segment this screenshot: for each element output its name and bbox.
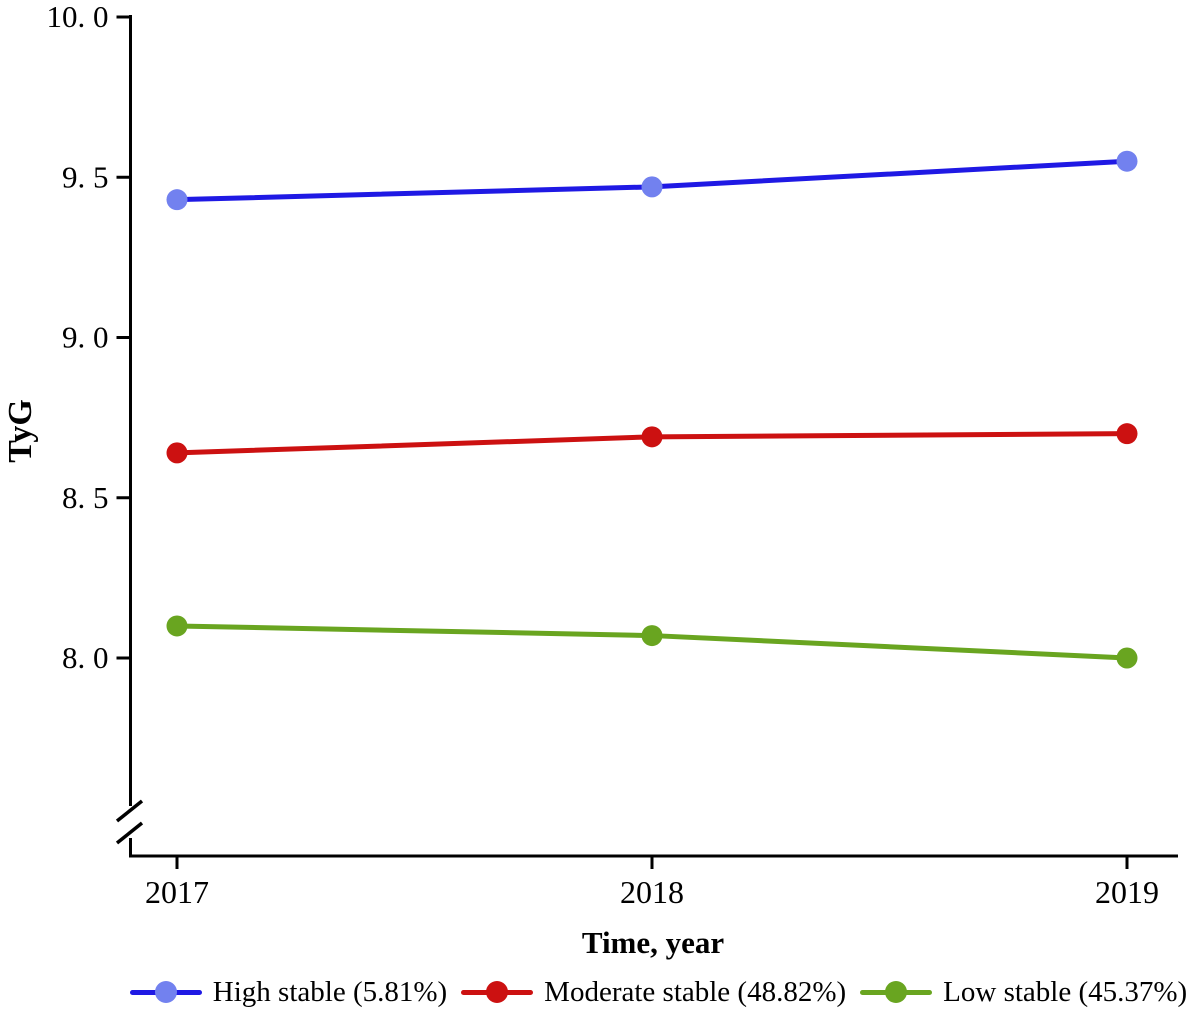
legend-dot-high-stable (154, 981, 177, 1003)
legend-marker-moderate-stable-icon (461, 981, 534, 1003)
x-tick-label-2018: 2018 (620, 874, 684, 910)
y-tick-label-8: 8. 0 (62, 640, 109, 675)
data-point-high-stable-2017 (166, 189, 188, 211)
legend-item-moderate-stable: Moderate stable (48.82%) (461, 976, 846, 1009)
legend-label-low-stable: Low stable (45.37%) (943, 975, 1188, 1008)
legend-dot-low-stable (885, 981, 908, 1003)
y-axis-title: TyG (2, 399, 39, 463)
data-point-high-stable-2019 (1116, 150, 1138, 172)
legend-label-moderate-stable: Moderate stable (48.82%) (544, 975, 847, 1008)
legend-marker-low-stable-icon (860, 981, 933, 1003)
x-tick-label-2019: 2019 (1095, 874, 1159, 910)
y-tick-label-10: 10. 0 (47, 0, 109, 34)
y-tick-label-9: 9. 0 (62, 320, 109, 355)
axis-break-slash-lower (115, 821, 144, 845)
data-point-low-stable-2019 (1116, 647, 1138, 669)
y-tick-label-8-5: 8. 5 (62, 480, 109, 515)
legend-label-high-stable: High stable (5.81%) (212, 975, 448, 1008)
axis-break-slash-upper (115, 799, 144, 823)
x-tick-label-2017: 2017 (145, 874, 209, 910)
legend: High stable (5.81%) Moderate stable (48.8… (120, 971, 1197, 1013)
y-tick-label-9-5: 9. 5 (62, 159, 109, 194)
data-point-moderate-stable-2018 (641, 426, 663, 448)
data-point-moderate-stable-2017 (166, 442, 188, 464)
data-point-moderate-stable-2019 (1116, 423, 1138, 445)
legend-marker-high-stable-icon (129, 981, 202, 1003)
data-point-low-stable-2018 (641, 625, 663, 647)
legend-item-low-stable: Low stable (45.37%) (860, 976, 1187, 1009)
legend-dot-moderate-stable (486, 981, 509, 1003)
x-axis-title: Time, year (581, 925, 725, 960)
legend-item-high-stable: High stable (5.81%) (129, 975, 448, 1009)
data-point-high-stable-2018 (641, 176, 663, 198)
data-point-low-stable-2017 (166, 615, 188, 637)
